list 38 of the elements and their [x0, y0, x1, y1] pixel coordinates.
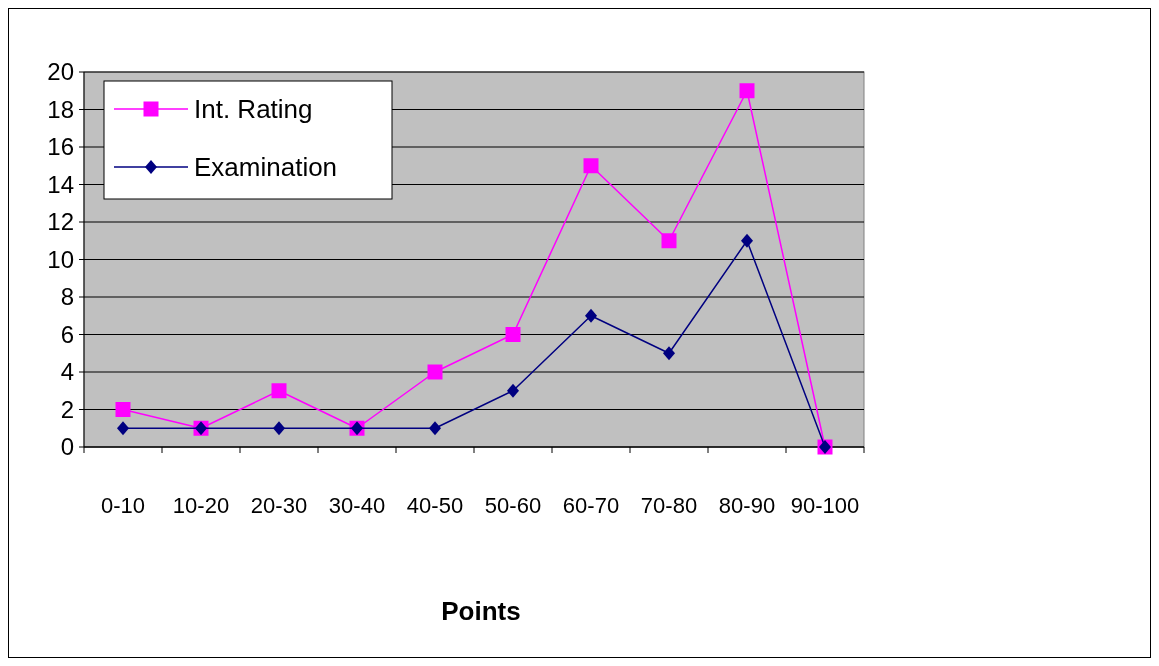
x-tick-label: 90-100: [790, 493, 860, 518]
y-tick-label: 20: [47, 58, 74, 86]
y-tick-label: 8: [60, 283, 74, 311]
point: [117, 421, 129, 436]
x-tick-label: 0-10: [100, 493, 146, 518]
y-tick-label: 16: [47, 133, 74, 161]
point: [585, 308, 597, 323]
point: [429, 421, 441, 436]
point: [739, 83, 755, 99]
x-tick-label: 70-80: [640, 493, 698, 518]
y-tick-label: 0: [60, 433, 74, 461]
point: [427, 364, 443, 380]
y-tick-label: 2: [60, 395, 74, 423]
point: [273, 421, 285, 436]
x-tick-label: 50-60: [484, 493, 542, 518]
legend-label: Examination: [194, 152, 338, 182]
x-tick-label: 40-50: [406, 493, 464, 518]
point: [271, 383, 287, 399]
x-tick-label: 10-20: [172, 493, 230, 518]
legend-label: Int. Rating: [194, 94, 313, 124]
point: [663, 346, 675, 361]
x-axis-title: Points: [441, 596, 521, 626]
point: [507, 383, 519, 398]
point: [741, 233, 753, 248]
y-tick-label: 10: [47, 245, 74, 273]
x-tick-label: 80-90: [718, 493, 776, 518]
x-tick-label: 20-30: [250, 493, 308, 518]
y-tick-label: 14: [47, 170, 74, 198]
x-tick-label: 30-40: [328, 493, 386, 518]
y-tick-label: 4: [60, 358, 74, 386]
x-tick-label: 60-70: [562, 493, 620, 518]
point: [505, 327, 521, 342]
point: [583, 158, 599, 174]
y-tick-label: 12: [47, 208, 74, 236]
y-tick-label: 18: [47, 95, 74, 123]
point: [115, 402, 131, 417]
y-tick-label: 6: [60, 320, 74, 348]
point: [661, 233, 677, 249]
